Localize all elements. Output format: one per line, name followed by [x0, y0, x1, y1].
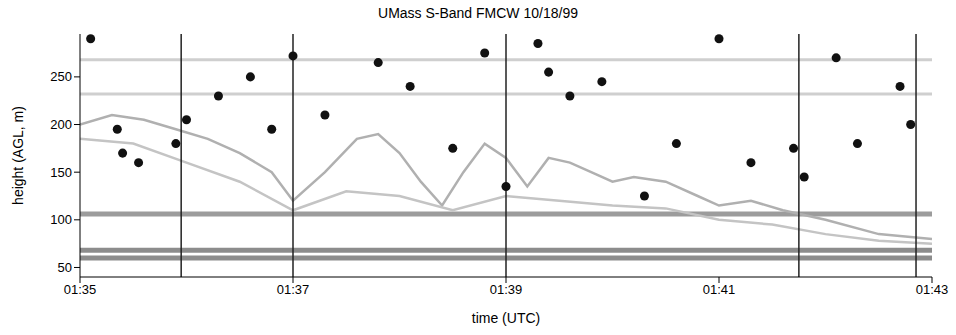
- svg-text:01:43: 01:43: [916, 282, 949, 297]
- svg-text:150: 150: [50, 165, 72, 180]
- svg-text:200: 200: [50, 117, 72, 132]
- html-text:UMass S-Band FMCW 10/18/99: UMass S-Band FMCW 10/18/99: [378, 5, 578, 21]
- svg-text:height (AGL, m): height (AGL, m): [10, 106, 26, 205]
- svg-text:time (UTC): time (UTC): [472, 310, 540, 326]
- svg-text:100: 100: [50, 212, 72, 227]
- svg-text:01:37: 01:37: [277, 282, 310, 297]
- svg-text:50: 50: [58, 260, 72, 275]
- svg-text:01:39: 01:39: [490, 282, 523, 297]
- svg-text:01:41: 01:41: [703, 282, 736, 297]
- svg-text:01:35: 01:35: [64, 282, 97, 297]
- svg-text:250: 250: [50, 69, 72, 84]
